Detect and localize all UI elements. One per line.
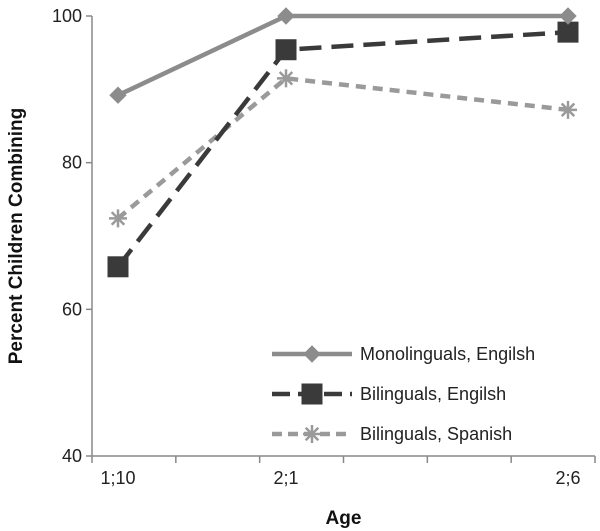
data-point [275, 39, 297, 61]
data-point [277, 69, 295, 88]
legend-label: Monolinguals, Engilsh [360, 344, 535, 364]
series-layer [107, 7, 579, 278]
data-point [107, 256, 129, 278]
data-point [277, 7, 295, 25]
y-tick-label: 60 [62, 299, 82, 319]
data-point [109, 209, 127, 228]
data-point [109, 86, 127, 104]
legend-marker [301, 383, 323, 405]
series-1 [109, 7, 577, 104]
legend-item: Bilinguals, Spanish [272, 424, 512, 444]
x-tick-label: 1;10 [100, 468, 135, 488]
x-axis-title: Age [326, 508, 362, 529]
series-line [116, 76, 569, 221]
y-axis-title: Percent Children Combining [6, 108, 27, 365]
series-line [116, 29, 569, 269]
legend-item: Monolinguals, Engilsh [272, 344, 535, 364]
legend-item: Bilinguals, Engilsh [272, 383, 506, 405]
y-tick-label: 100 [52, 6, 82, 26]
series-2 [107, 21, 579, 278]
legend-marker [303, 425, 321, 443]
x-tick-label: 2;1 [273, 468, 298, 488]
legend-label: Bilinguals, Engilsh [360, 384, 506, 404]
x-tick-label: 2;6 [555, 468, 580, 488]
axes: 40 60 80 100 1;10 2;1 2;6 [52, 6, 596, 488]
legend-marker [303, 345, 321, 363]
legend-label: Bilinguals, Spanish [360, 424, 512, 444]
y-tick-label: 40 [62, 446, 82, 466]
legend: Monolinguals, Engilsh Bilinguals, Engilsh… [272, 344, 535, 444]
data-point [559, 7, 577, 25]
data-point [557, 21, 579, 43]
data-point [559, 100, 577, 119]
y-tick-label: 80 [62, 153, 82, 173]
series-3 [109, 69, 577, 228]
